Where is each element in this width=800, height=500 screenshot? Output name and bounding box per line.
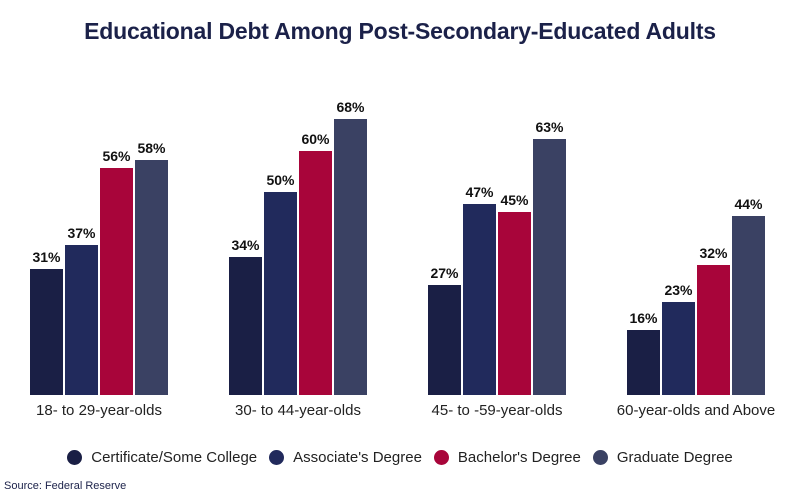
- bar: [334, 119, 367, 395]
- bar-value-label: 58%: [137, 140, 166, 156]
- bar-value-label: 50%: [266, 172, 295, 188]
- bar-value-label: 68%: [336, 99, 365, 115]
- bar-value-label: 23%: [664, 282, 693, 298]
- bar: [627, 330, 660, 395]
- bar-value-label: 31%: [32, 249, 61, 265]
- source-note: Source: Federal Reserve: [4, 480, 127, 492]
- bar: [100, 168, 133, 395]
- bar-value-label: 44%: [734, 196, 763, 212]
- bar: [732, 216, 765, 395]
- bar-value-label: 47%: [465, 184, 494, 200]
- bar-value-label: 34%: [231, 237, 260, 253]
- bar: [30, 269, 63, 395]
- bar: [697, 265, 730, 395]
- category-label: 18- to 29-year-olds: [36, 402, 162, 419]
- legend-swatch-icon: [433, 450, 449, 465]
- legend-label: Certificate/Some College: [91, 449, 258, 466]
- bar-value-label: 37%: [67, 225, 96, 241]
- bar-value-label: 60%: [301, 131, 330, 147]
- legend-item: Associate's Degree: [269, 449, 422, 466]
- chart-legend: Certificate/Some College Associate's Degr…: [0, 449, 800, 466]
- legend-swatch-icon: [67, 450, 83, 465]
- bar: [264, 192, 297, 395]
- category-label: 30- to 44-year-olds: [235, 402, 361, 419]
- bar-value-label: 63%: [535, 119, 564, 135]
- bar-value-label: 45%: [500, 192, 529, 208]
- legend-label: Associate's Degree: [293, 449, 422, 466]
- bar: [299, 151, 332, 395]
- legend-label: Bachelor's Degree: [457, 449, 581, 466]
- legend-item: Bachelor's Degree: [433, 449, 581, 466]
- bar-value-label: 27%: [430, 265, 459, 281]
- legend-item: Certificate/Some College: [67, 449, 257, 466]
- legend-swatch-icon: [269, 450, 285, 465]
- bar: [463, 204, 496, 395]
- bar: [533, 139, 566, 395]
- category-label: 60-year-olds and Above: [616, 402, 776, 419]
- legend-item: Graduate Degree: [592, 449, 733, 466]
- chart-title: Educational Debt Among Post-Secondary-Ed…: [84, 18, 716, 44]
- bar: [498, 212, 531, 395]
- legend-label: Graduate Degree: [616, 449, 733, 466]
- bar-value-label: 56%: [102, 148, 131, 164]
- bar: [65, 245, 98, 395]
- bar-value-label: 32%: [699, 245, 728, 261]
- bar: [428, 285, 461, 395]
- bar: [229, 257, 262, 395]
- bar-value-label: 16%: [629, 310, 658, 326]
- legend-swatch-icon: [592, 450, 608, 465]
- bar: [662, 302, 695, 395]
- bar: [135, 160, 168, 395]
- category-label: 45- to -59-year-olds: [431, 402, 563, 419]
